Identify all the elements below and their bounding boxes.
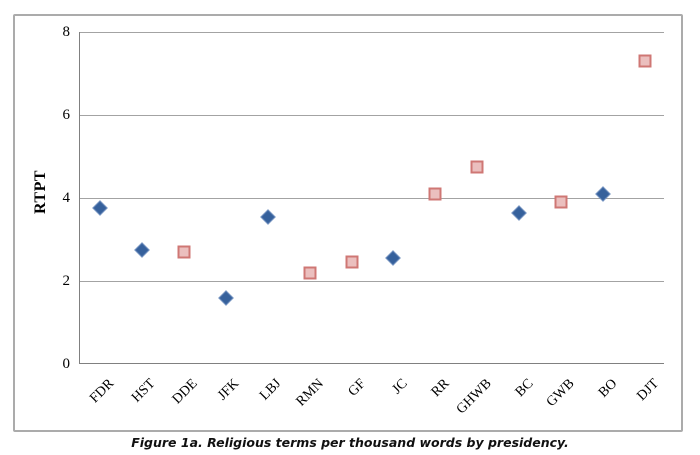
pink-square-marker-djt bbox=[638, 54, 652, 68]
y-tick-label: 4 bbox=[62, 190, 71, 206]
x-tick-label-text: LBJ bbox=[257, 376, 285, 404]
pink-square-marker-dde bbox=[177, 245, 191, 259]
x-tick-label-text: JFK bbox=[215, 376, 243, 404]
x-tick-label-text: BC bbox=[512, 376, 537, 401]
pink-square-marker-gwb bbox=[554, 195, 568, 209]
blue-diamond-marker-bo bbox=[595, 186, 611, 202]
pink-square-marker-ghwb bbox=[470, 160, 484, 174]
blue-diamond-marker-jfk bbox=[217, 289, 234, 306]
figure-caption: Figure 1a. Religious terms per thousand … bbox=[131, 435, 569, 450]
x-tick-label-text: RMN bbox=[293, 376, 327, 410]
x-tick-label-text: GHWB bbox=[453, 376, 495, 418]
y-tick-label: 0 bbox=[62, 356, 71, 372]
x-tick-label-text: DDE bbox=[169, 376, 201, 408]
x-tick-label-text: BO bbox=[595, 376, 620, 401]
x-tick-label-text: JC bbox=[389, 376, 411, 398]
gridline-y2 bbox=[80, 280, 664, 282]
y-tick-label: 8 bbox=[62, 24, 71, 40]
y-tick-label: 6 bbox=[62, 107, 71, 123]
x-tick-label-text: DJT bbox=[634, 376, 662, 404]
pink-square-marker-gf bbox=[345, 255, 359, 269]
x-tick-label-text: GWB bbox=[544, 376, 579, 411]
x-tick-label-text: HST bbox=[129, 376, 159, 406]
blue-diamond-marker-fdr bbox=[92, 200, 108, 217]
chart-frame: RTPT 0 2 4 6 8 FDR HST DDE JFK LBJ RMN GF JC RR GHWB BC… bbox=[13, 14, 683, 432]
blue-diamond-marker-jc bbox=[385, 250, 402, 266]
y-tick-label: 2 bbox=[62, 273, 71, 289]
gridline-y6 bbox=[80, 114, 664, 116]
x-tick-label-text: GF bbox=[345, 376, 369, 400]
pink-square-marker-rr bbox=[428, 187, 442, 201]
pink-square-marker-rmn bbox=[303, 266, 317, 280]
gridline-y4 bbox=[80, 197, 664, 199]
gridline-y8 bbox=[80, 31, 664, 33]
x-tick-label-text: FDR bbox=[87, 376, 117, 407]
blue-diamond-marker-lbj bbox=[259, 208, 276, 225]
blue-diamond-marker-bc bbox=[511, 204, 527, 221]
blue-diamond-marker-hst bbox=[134, 242, 150, 258]
x-tick-label-text: RR bbox=[428, 376, 453, 401]
plot-area: 0 2 4 6 8 FDR HST DDE JFK LBJ RMN GF JC RR GHWB BC GWB BO… bbox=[63, 25, 664, 417]
